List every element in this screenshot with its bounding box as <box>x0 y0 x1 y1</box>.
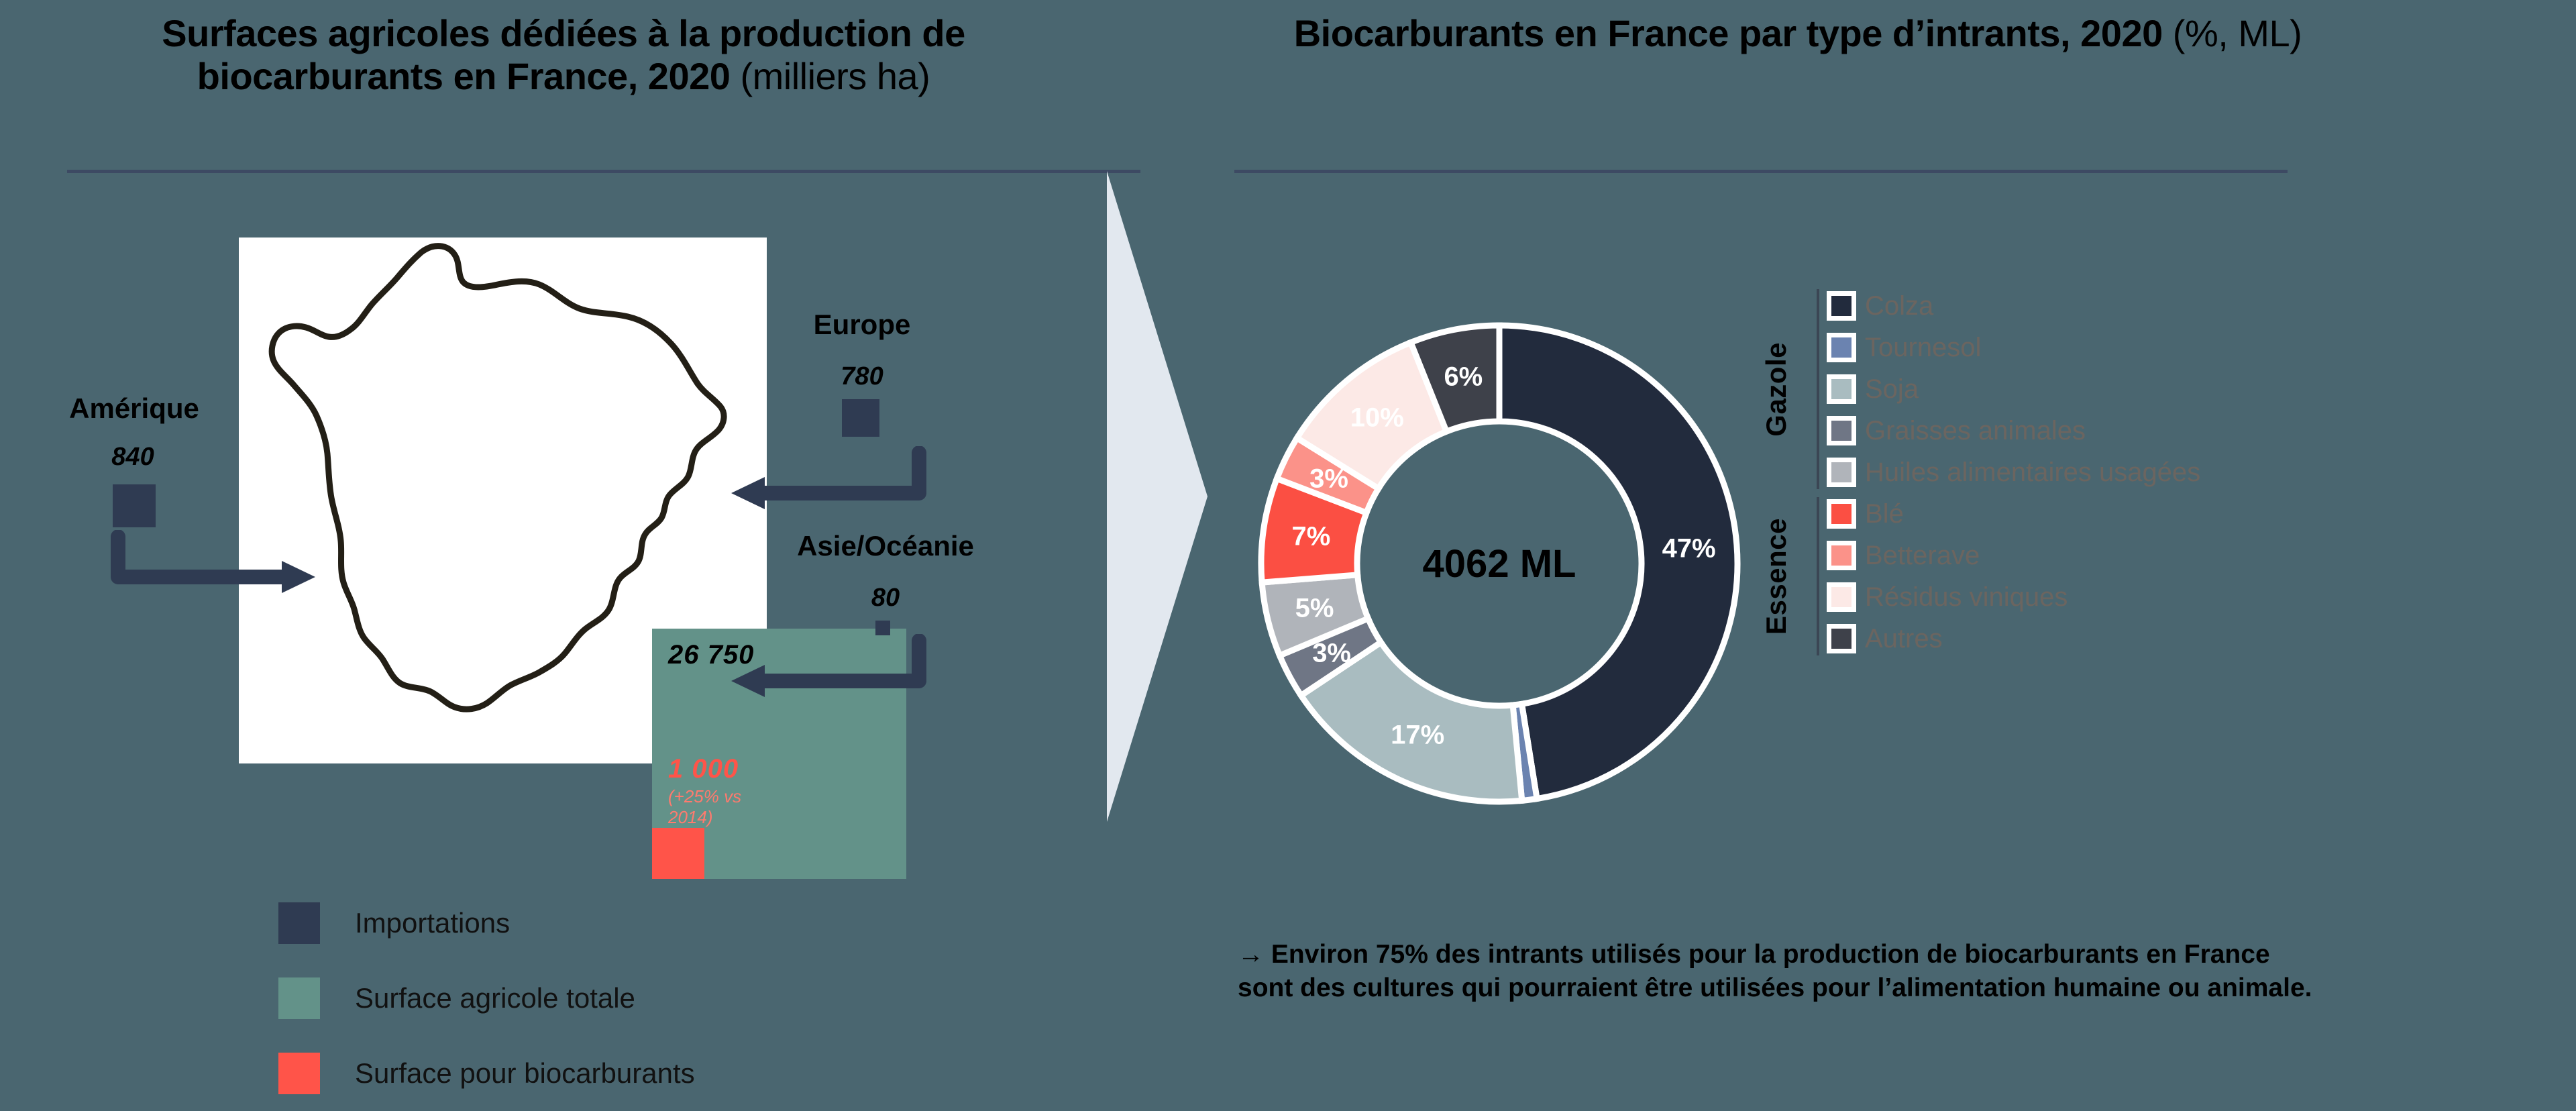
legend-item-soja[interactable]: Soja <box>1831 368 2536 410</box>
legend-swatch-graisses-animales <box>1831 421 1851 441</box>
insight-note: → Environ 75% des intrants utilisés pour… <box>1238 940 2312 1002</box>
donut-slice-label-r-sidus-viniques: 10% <box>1350 403 1404 433</box>
legend-item-surface-agricole-totale[interactable]: Surface agricole totale <box>278 961 695 1036</box>
flow-label-asie-oceanie: Asie/Océanie <box>797 530 974 562</box>
total-area-value: 26 750 <box>668 640 755 670</box>
legend-label-tournesol: Tournesol <box>1865 332 1982 362</box>
legend-item-huiles-usagees[interactable]: Huiles alimentaires usagées <box>1831 452 2536 493</box>
legend-swatch-soja <box>1831 379 1851 399</box>
chevron-right-icon <box>1107 171 1208 822</box>
legend-label-huiles-usagees: Huiles alimentaires usagées <box>1865 457 2201 487</box>
flow-value-amerique: 840 <box>111 443 154 471</box>
legend-item-betterave[interactable]: Betterave <box>1831 535 2536 576</box>
donut-slice-label-autres: 6% <box>1444 362 1483 392</box>
left-title-divider <box>67 170 1140 173</box>
right-title-divider <box>1234 170 2288 173</box>
flow-value-europe: 780 <box>841 362 883 390</box>
legend-label-soja: Soja <box>1865 374 1919 404</box>
donut-slice-label-betterave: 3% <box>1309 464 1348 494</box>
legend-label-surface-biocarburants: Surface pour biocarburants <box>355 1057 695 1089</box>
left-chart-title: Surfaces agricoles dédiées à la producti… <box>40 12 1087 99</box>
legend-label-residus-viniques: Résidus viniques <box>1865 582 2068 612</box>
legend-group-title-essence: Essence <box>1744 493 1809 659</box>
legend-label-ble: Blé <box>1865 498 1904 529</box>
legend-label-importations: Importations <box>355 907 511 939</box>
donut-slice-label-huiles-alimentaires-usag-es: 5% <box>1295 593 1334 623</box>
left-title-main: Surfaces agricoles dédiées à la producti… <box>162 12 965 98</box>
legend-swatch-surface-agricole-totale <box>278 977 320 1019</box>
legend-item-colza[interactable]: Colza <box>1831 285 2536 327</box>
legend-swatch-ble <box>1831 504 1851 524</box>
legend-item-graisses-animales[interactable]: Graisses animales <box>1831 410 2536 452</box>
france-outline-icon <box>268 243 727 712</box>
legend-item-residus-viniques[interactable]: Résidus viniques <box>1831 576 2536 618</box>
flow-label-amerique: Amérique <box>69 392 199 424</box>
donut-svg <box>1258 322 1741 805</box>
legend-label-surface-agricole-totale: Surface agricole totale <box>355 982 635 1014</box>
legend-label-graisses-animales: Graisses animales <box>1865 415 2086 445</box>
map-legend: Importations Surface agricole totale Sur… <box>278 886 695 1111</box>
legend-item-autres[interactable]: Autres <box>1831 618 2536 659</box>
arrow-left-asie-icon <box>731 634 926 697</box>
legend-swatch-betterave <box>1831 545 1851 566</box>
legend-group-essence: Essence Blé Betterave Résidus viniques A… <box>1744 493 2536 659</box>
right-title-main: Biocarburants en France par type d’intra… <box>1293 12 2163 54</box>
donut-slice-soja[interactable] <box>1297 638 1525 805</box>
legend-group-title-gazole: Gazole <box>1744 285 1809 493</box>
biofuel-area-change: (+25% vs 2014) <box>668 786 742 827</box>
legend-item-tournesol[interactable]: Tournesol <box>1831 327 2536 368</box>
legend-item-importations[interactable]: Importations <box>278 886 695 961</box>
donut-slice-label-graisses-animales: 3% <box>1312 638 1351 668</box>
right-chart-title: Biocarburants en France par type d’intra… <box>1275 12 2321 55</box>
legend-label-colza: Colza <box>1865 290 1934 321</box>
arrow-right-amerique-icon <box>111 530 315 593</box>
legend-group-rule-gazole <box>1817 289 1819 489</box>
biofuel-area-square <box>652 828 704 879</box>
legend-group-label-essence: Essence <box>1760 518 1792 635</box>
legend-group-gazole: Gazole Colza Tournesol Soja Graisses ani… <box>1744 285 2536 493</box>
donut-slice-label-colza: 47% <box>1662 533 1716 564</box>
legend-item-surface-biocarburants[interactable]: Surface pour biocarburants <box>278 1036 695 1111</box>
legend-label-betterave: Betterave <box>1865 540 1980 570</box>
legend-swatch-importations <box>278 902 320 944</box>
flow-chip-amerique <box>113 484 156 527</box>
legend-label-autres: Autres <box>1865 623 1943 653</box>
biofuel-inputs-donut-chart: 4062 ML 47% 17% 3% 5% 7% 3% 10% 6% <box>1238 302 1761 825</box>
legend-item-ble[interactable]: Blé <box>1831 493 2536 535</box>
flow-chip-asie-oceanie <box>875 621 890 635</box>
donut-slice-colza[interactable] <box>1496 322 1741 802</box>
left-title-unit: (milliers ha) <box>730 55 930 98</box>
donut-slice-label-bl-: 7% <box>1291 521 1331 551</box>
flow-chip-europe <box>842 399 879 437</box>
legend-swatch-tournesol <box>1831 337 1851 358</box>
arrow-left-europe-icon <box>731 446 926 509</box>
france-map-panel: 26 750 1 000 (+25% vs 2014) <box>239 237 906 879</box>
legend-swatch-residus-viniques <box>1831 587 1851 607</box>
biofuel-area-value: 1 000 <box>668 754 739 784</box>
legend-group-label-gazole: Gazole <box>1760 341 1792 437</box>
legend-group-rule-essence <box>1817 497 1819 655</box>
donut-legend: Gazole Colza Tournesol Soja Graisses ani… <box>1744 285 2536 659</box>
flow-value-asie-oceanie: 80 <box>871 584 900 612</box>
donut-slice-autres[interactable] <box>1407 322 1503 436</box>
legend-swatch-autres <box>1831 629 1851 649</box>
legend-swatch-surface-biocarburants <box>278 1053 320 1094</box>
flow-label-europe: Europe <box>813 309 911 340</box>
legend-swatch-colza <box>1831 296 1851 316</box>
donut-slice-label-soja: 17% <box>1391 720 1445 750</box>
right-title-unit: (%, ML) <box>2162 12 2302 54</box>
legend-swatch-huiles-usagees <box>1831 462 1851 482</box>
